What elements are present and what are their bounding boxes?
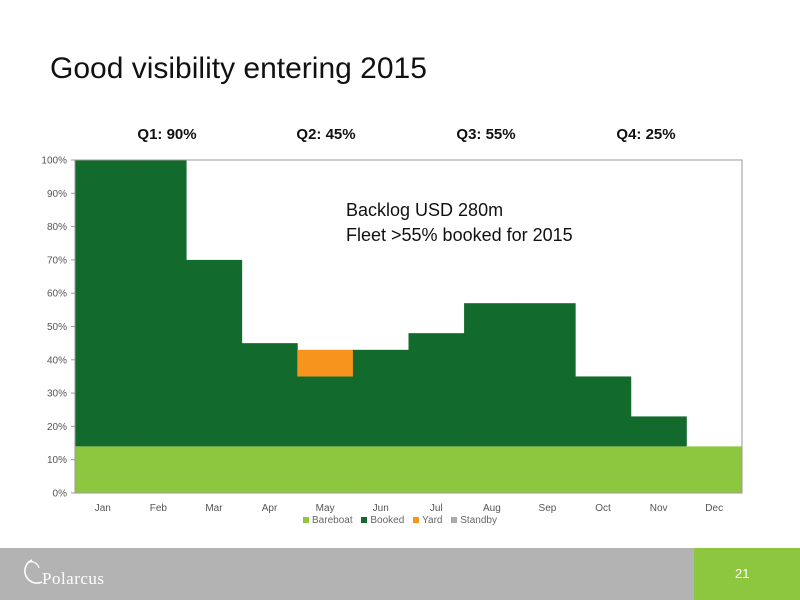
legend-label-yard: Yard	[422, 515, 443, 526]
legend-item-booked: Booked	[361, 515, 404, 526]
bar-bareboat-oct	[575, 446, 632, 493]
legend-swatch-booked	[361, 517, 368, 523]
y-tick-label: 60%	[47, 289, 67, 300]
page-number-box	[694, 548, 800, 600]
bar-bareboat-may	[297, 446, 354, 493]
legend-label-booked: Booked	[370, 515, 405, 526]
logo-wordmark: Polarcus	[42, 569, 105, 588]
x-tick-label: Dec	[705, 503, 723, 514]
bar-booked-aug	[464, 303, 521, 447]
y-tick-label: 30%	[47, 389, 67, 400]
x-tick-label: May	[316, 503, 335, 514]
legend-label-bareboat: Bareboat	[312, 515, 353, 526]
legend-swatch-yard	[413, 517, 420, 523]
bar-yard-may	[297, 349, 354, 377]
y-tick-label: 10%	[47, 455, 67, 466]
footer-bar: Polarcus 21	[0, 548, 800, 600]
y-tick-label: 90%	[47, 189, 67, 200]
legend-swatch-standby	[451, 517, 458, 523]
y-tick-label: 20%	[47, 422, 67, 433]
x-tick-label: Nov	[650, 503, 668, 514]
quarter-label-q1: Q1: 90%	[137, 126, 197, 143]
quarter-label-q3: Q3: 55%	[456, 126, 516, 143]
legend-label-standby: Standby	[460, 515, 497, 526]
bar-bareboat-jan	[75, 446, 131, 493]
chart-legend: Bareboat Booked Yard Standby	[0, 515, 800, 526]
bar-booked-mar	[186, 259, 243, 447]
bar-bareboat-jun	[352, 446, 409, 493]
quarter-label-q4: Q4: 25%	[616, 126, 676, 143]
bar-bareboat-feb	[130, 446, 187, 493]
annotation-line-backlog: Backlog USD 280m	[346, 200, 504, 220]
x-tick-label: Feb	[150, 503, 168, 514]
bar-bareboat-mar	[186, 446, 243, 493]
annotation-line-fleet: Fleet >55% booked for 2015	[346, 225, 573, 245]
bar-bareboat-sep	[519, 446, 576, 493]
bar-booked-jan	[75, 160, 131, 447]
bar-booked-jul	[408, 333, 465, 447]
y-tick-label: 100%	[41, 156, 67, 167]
bar-booked-may	[297, 376, 354, 447]
bar-booked-oct	[575, 376, 632, 447]
slide-title: Good visibility entering 2015	[50, 52, 427, 85]
quarter-label-q2: Q2: 45%	[296, 126, 356, 143]
legend-item-standby: Standby	[451, 515, 497, 526]
x-tick-label: Aug	[483, 503, 501, 514]
bar-booked-sep	[519, 303, 576, 447]
y-tick-label: 80%	[47, 222, 67, 233]
bar-bareboat-aug	[464, 446, 521, 493]
x-tick-label: Oct	[595, 503, 611, 514]
bar-booked-jun	[352, 349, 409, 447]
y-tick-label: 0%	[53, 489, 68, 500]
bar-booked-feb	[130, 160, 187, 447]
page-number: 21	[735, 566, 750, 581]
y-tick-label: 50%	[47, 322, 67, 333]
polarcus-logo-icon	[24, 559, 43, 584]
x-tick-label: Sep	[539, 503, 557, 514]
legend-item-bareboat: Bareboat	[303, 515, 353, 526]
x-tick-label: Jan	[95, 503, 111, 514]
legend-item-yard: Yard	[413, 515, 442, 526]
bar-booked-apr	[241, 343, 298, 447]
x-tick-label: Apr	[262, 503, 278, 514]
bar-bareboat-nov	[630, 446, 687, 493]
bar-bareboat-apr	[241, 446, 298, 493]
legend-swatch-bareboat	[303, 517, 310, 523]
y-tick-label: 40%	[47, 355, 67, 366]
x-tick-label: Jul	[430, 503, 443, 514]
backlog-annotation: Backlog USD 280m Fleet >55% booked for 2…	[346, 198, 573, 248]
bar-bareboat-dec	[686, 446, 743, 493]
bar-booked-nov	[630, 416, 687, 447]
bar-bareboat-jul	[408, 446, 465, 493]
y-tick-label: 70%	[47, 255, 67, 266]
x-tick-label: Jun	[373, 503, 389, 514]
x-tick-label: Mar	[205, 503, 223, 514]
booking-chart: 0% 10% 20% 30% 40% 50% 60% 70% 80% 90% 100% Jan Feb M…	[41, 156, 743, 514]
